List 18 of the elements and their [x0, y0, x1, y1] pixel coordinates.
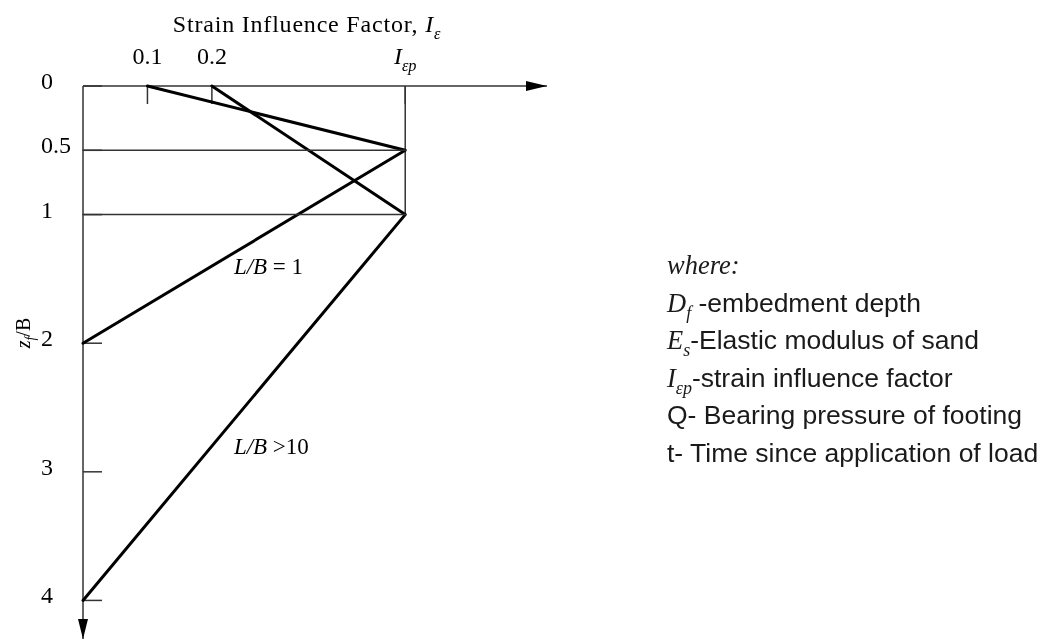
text: t- Time since application of load: [667, 437, 1039, 468]
y-tick-label: 3: [41, 453, 53, 480]
text: where:: [667, 250, 740, 280]
x-tick-label: I$_{εp}$: [392, 43, 417, 75]
text: Q- Bearing pressure of footing: [667, 400, 1022, 430]
text: E$_{s}$-Elastic modulus of sand: [666, 325, 979, 360]
series-label: L/B = 1: [232, 253, 304, 279]
y-tick-label: 0: [41, 68, 53, 94]
x-axis-title: Strain Influence Factor, I$_{ε}$: [172, 11, 442, 43]
y-tick-label: 1: [41, 196, 53, 223]
y-tick-label: 2: [41, 325, 53, 352]
y-tick-label: 4: [41, 582, 53, 609]
x-tick-label: 0.2: [196, 43, 227, 69]
x-tick-label: 0.1: [132, 43, 163, 69]
text: I$_{εp}$-strain influence factor: [666, 362, 953, 398]
text: D$_{f}$ -embedment depth: [666, 287, 921, 323]
series-label: L/B >10: [232, 433, 309, 459]
y-tick-label: 0.5: [41, 132, 71, 159]
